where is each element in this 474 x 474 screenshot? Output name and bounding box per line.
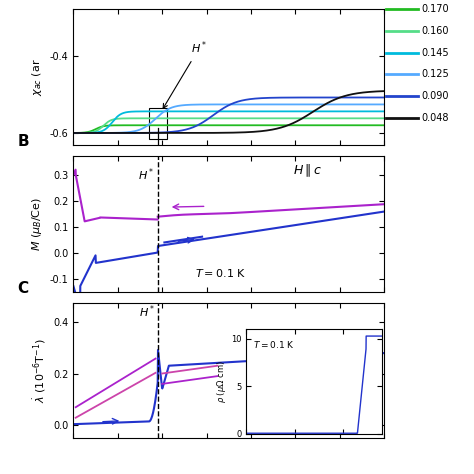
Text: 0.090: 0.090 <box>421 91 449 101</box>
Text: $H^*$: $H^*$ <box>138 166 155 183</box>
Text: B: B <box>18 134 29 149</box>
Text: $H^*$: $H^*$ <box>139 303 155 320</box>
Text: $T = 0.1$ K: $T = 0.1$ K <box>195 267 246 279</box>
Text: C: C <box>18 281 29 296</box>
Y-axis label: $M$ ($\mu_B$/Ce): $M$ ($\mu_B$/Ce) <box>30 197 44 251</box>
Y-axis label: $\rho$ ($\mu\Omega$ cm): $\rho$ ($\mu\Omega$ cm) <box>215 360 228 403</box>
Y-axis label: $\dot{\lambda}$ ($10^{-6}$T$^{-1}$): $\dot{\lambda}$ ($10^{-6}$T$^{-1}$) <box>31 338 48 403</box>
Text: 0.145: 0.145 <box>421 48 449 58</box>
Text: 0.125: 0.125 <box>421 69 449 79</box>
Bar <box>149 108 167 139</box>
Text: 0.160: 0.160 <box>421 26 449 36</box>
Text: 0.170: 0.170 <box>421 4 449 15</box>
Y-axis label: $\chi_{ac}$ (ar: $\chi_{ac}$ (ar <box>30 58 44 96</box>
Text: 0.048: 0.048 <box>421 112 449 123</box>
Text: A: A <box>18 0 29 2</box>
Text: $H \parallel c$: $H \parallel c$ <box>292 163 322 179</box>
Text: $H^*$: $H^*$ <box>163 40 207 109</box>
Text: $T = 0.1$ K: $T = 0.1$ K <box>253 339 295 350</box>
